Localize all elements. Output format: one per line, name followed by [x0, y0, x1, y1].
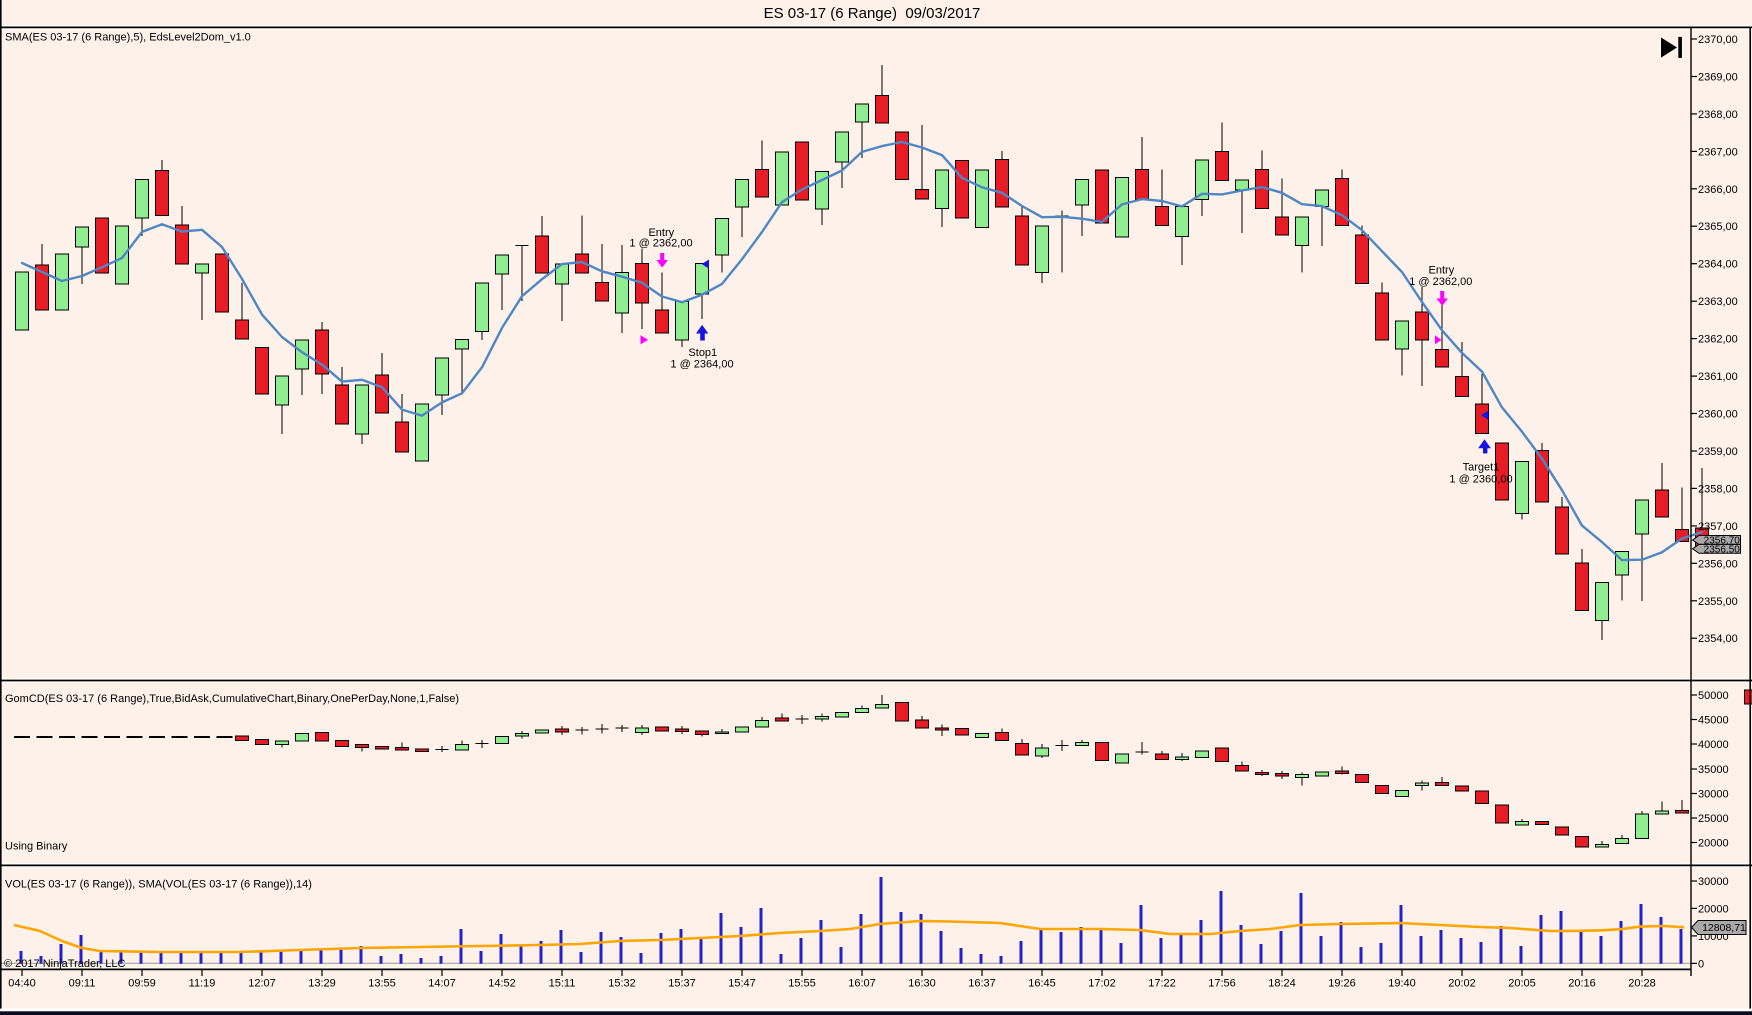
svg-text:20:28: 20:28 — [1628, 978, 1656, 990]
svg-text:30000: 30000 — [1698, 876, 1729, 888]
svg-text:SMA(ES 03-17 (6 Range),5), Eds: SMA(ES 03-17 (6 Range),5), EdsLevel2Dom_… — [5, 32, 251, 44]
svg-text:Entry: Entry — [648, 227, 674, 239]
svg-text:45000: 45000 — [1698, 715, 1729, 727]
svg-text:VOL(ES 03-17 (6 Range)), SMA(V: VOL(ES 03-17 (6 Range)), SMA(VOL(ES 03-1… — [5, 879, 312, 891]
svg-text:12808,71: 12808,71 — [1702, 922, 1746, 934]
svg-text:14:52: 14:52 — [488, 978, 516, 990]
svg-text:2370,00: 2370,00 — [1698, 34, 1738, 46]
svg-text:2363,00: 2363,00 — [1698, 296, 1738, 308]
svg-text:Target1: Target1 — [1463, 462, 1500, 474]
svg-text:15:11: 15:11 — [549, 978, 576, 990]
svg-text:35000: 35000 — [1698, 764, 1729, 776]
svg-text:20:05: 20:05 — [1508, 978, 1536, 990]
svg-text:17:02: 17:02 — [1088, 978, 1116, 990]
svg-text:2356,00: 2356,00 — [1698, 558, 1738, 570]
svg-text:1 @ 2362,00: 1 @ 2362,00 — [629, 238, 692, 250]
svg-text:2368,00: 2368,00 — [1698, 109, 1738, 121]
svg-text:20:02: 20:02 — [1448, 978, 1476, 990]
svg-text:17:22: 17:22 — [1148, 978, 1176, 990]
svg-text:13:29: 13:29 — [308, 978, 336, 990]
svg-text:2360,00: 2360,00 — [1698, 409, 1738, 421]
svg-text:Stop1: Stop1 — [688, 347, 717, 359]
svg-text:1 @ 2360,00: 1 @ 2360,00 — [1449, 474, 1512, 486]
svg-text:14:07: 14:07 — [428, 978, 456, 990]
svg-text:40000: 40000 — [1698, 739, 1729, 751]
svg-text:50000: 50000 — [1698, 690, 1729, 702]
svg-text:11:19: 11:19 — [189, 978, 216, 990]
svg-text:15:55: 15:55 — [788, 978, 816, 990]
svg-text:2361,00: 2361,00 — [1698, 371, 1738, 383]
svg-text:17:56: 17:56 — [1208, 978, 1236, 990]
svg-text:20000: 20000 — [1698, 838, 1729, 850]
svg-text:16:07: 16:07 — [848, 978, 876, 990]
svg-text:25000: 25000 — [1698, 813, 1729, 825]
svg-text:1 @ 2362,00: 1 @ 2362,00 — [1409, 276, 1472, 288]
svg-text:12:07: 12:07 — [248, 978, 276, 990]
svg-text:2359,00: 2359,00 — [1698, 446, 1738, 458]
svg-text:GomCD(ES 03-17 (6 Range),True,: GomCD(ES 03-17 (6 Range),True,BidAsk,Cum… — [5, 693, 459, 705]
svg-text:2357,00: 2357,00 — [1698, 521, 1738, 533]
svg-text:2365,00: 2365,00 — [1698, 221, 1738, 233]
svg-text:30000: 30000 — [1698, 789, 1729, 801]
svg-text:0: 0 — [1698, 958, 1704, 970]
svg-text:2355,00: 2355,00 — [1698, 596, 1738, 608]
svg-text:20:16: 20:16 — [1568, 978, 1596, 990]
svg-text:2358,00: 2358,00 — [1698, 483, 1738, 495]
svg-text:16:37: 16:37 — [968, 978, 996, 990]
svg-text:1 @ 2364,00: 1 @ 2364,00 — [670, 359, 733, 371]
svg-text:04:40: 04:40 — [8, 978, 36, 990]
svg-text:15:32: 15:32 — [608, 978, 636, 990]
svg-text:09:11: 09:11 — [69, 978, 96, 990]
svg-text:19:26: 19:26 — [1328, 978, 1356, 990]
svg-text:15:47: 15:47 — [728, 978, 756, 990]
svg-text:2356,70: 2356,70 — [1704, 536, 1741, 547]
svg-text:Using Binary: Using Binary — [5, 841, 68, 853]
svg-text:Entry: Entry — [1429, 265, 1455, 277]
svg-text:15:37: 15:37 — [668, 978, 696, 990]
svg-text:20000: 20000 — [1698, 903, 1729, 915]
svg-text:2356,50: 2356,50 — [1704, 544, 1741, 555]
svg-text:2366,00: 2366,00 — [1698, 184, 1738, 196]
svg-text:2369,00: 2369,00 — [1698, 72, 1738, 84]
svg-text:19:40: 19:40 — [1388, 978, 1416, 990]
svg-text:2362,00: 2362,00 — [1698, 334, 1738, 346]
svg-text:© 2017 NinjaTrader, LLC: © 2017 NinjaTrader, LLC — [4, 958, 125, 970]
svg-text:2367,00: 2367,00 — [1698, 146, 1738, 158]
svg-text:2354,00: 2354,00 — [1698, 633, 1738, 645]
svg-text:2364,00: 2364,00 — [1698, 259, 1738, 271]
svg-text:16:45: 16:45 — [1028, 978, 1056, 990]
svg-text:16:30: 16:30 — [908, 978, 936, 990]
svg-text:13:55: 13:55 — [368, 978, 396, 990]
svg-text:ES 03-17 (6 Range) 09/03/2017: ES 03-17 (6 Range) 09/03/2017 — [764, 5, 981, 22]
svg-text:18:24: 18:24 — [1268, 978, 1296, 990]
svg-text:09:59: 09:59 — [128, 978, 156, 990]
